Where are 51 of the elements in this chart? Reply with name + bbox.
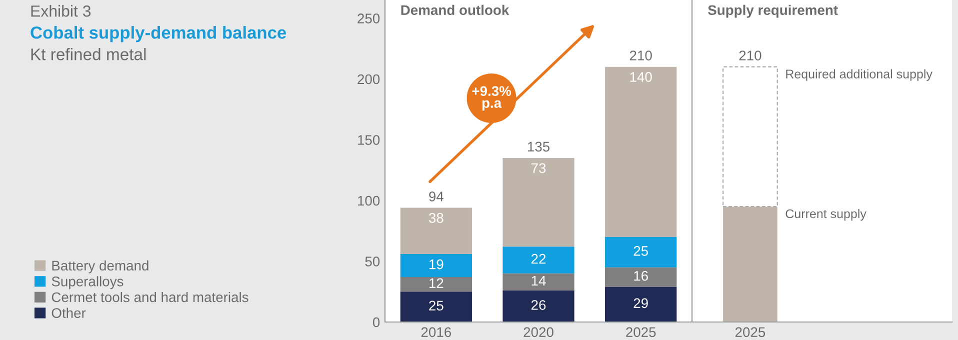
data-label: 19 [430,259,444,270]
y-tick-label: 0 [372,317,380,328]
bar [605,267,677,287]
y-tick-label: 150 [358,135,380,145]
y-tick-label: 250 [358,14,380,24]
data-label: 140 [630,72,652,82]
bar [400,277,472,292]
text: Exhibit 3 [31,5,91,17]
series-label: Required additional supply [786,69,932,81]
total-label: 135 [528,142,550,152]
data-label: 16 [634,270,648,281]
bar [605,286,677,322]
data-label: 14 [532,276,546,286]
data-label: 38 [428,213,444,223]
bar [400,208,472,254]
bar [605,66,677,237]
data-label: 25 [429,300,444,311]
x-tick-label: 2025 [626,327,656,338]
bar [502,273,574,290]
y-tick-label: 50 [365,256,380,266]
total-label: 210 [739,50,762,60]
x-tick-label: 2020 [524,327,554,338]
legend-label: Other [52,308,86,318]
x-tick-label: 2025 [735,327,766,338]
data-label: 22 [531,254,546,264]
annotation: p.a [482,100,502,111]
data-label: 73 [531,163,546,174]
total-label: 210 [630,50,652,60]
data-label: 25 [634,246,648,256]
chart-title: Demand outlook [401,4,510,16]
bar [605,236,677,268]
data-label: 29 [634,298,648,308]
text: Kt refined metal [31,48,146,60]
total-label: 94 [429,192,444,202]
series-label: Current supply [786,208,866,221]
text: Cobalt supply-demand balance [30,26,286,42]
data-label: 12 [430,278,444,288]
bar [502,290,574,322]
bar [502,158,574,247]
legend-label: Battery demand [52,260,148,274]
y-tick-label: 200 [358,74,380,84]
x-tick-label: 2016 [421,327,452,338]
y-tick-label: 100 [358,196,380,206]
annotation: +9.3% [472,86,512,96]
bar [502,246,574,274]
bar [400,292,472,322]
data-label: 26 [531,300,546,310]
bar [400,254,472,278]
chart-title: Supply requirement [708,4,838,18]
legend-label: Superalloys [52,276,124,290]
legend-label: Cermet tools and hard materials [52,292,248,302]
